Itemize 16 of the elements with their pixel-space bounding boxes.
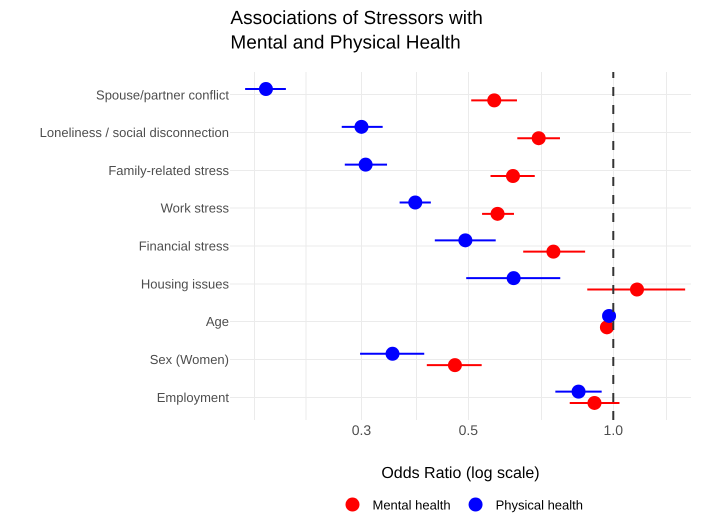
y-tick-label: Sex (Women) — [150, 352, 229, 368]
y-tick-label: Work stress — [160, 200, 230, 216]
y-tick-label: Spouse/partner conflict — [96, 87, 230, 102]
x-tick-label: 0.5 — [458, 422, 478, 438]
y-tick-label: Housing issues — [140, 276, 230, 292]
y-tick-label: Employment — [156, 390, 230, 405]
y-tick-label: Age — [206, 314, 229, 330]
y-tick-label: Financial stress — [138, 238, 230, 254]
x-tick-label: 1.0 — [604, 422, 624, 438]
legend-label: Mental health — [372, 498, 451, 513]
x-tick-label: 0.3 — [352, 422, 372, 438]
y-tick-label: Loneliness / social disconnection — [40, 125, 229, 140]
x-axis-title: Odds Ratio (log scale) — [381, 465, 540, 482]
y-tick-label: Family-related stress — [108, 162, 230, 178]
chart-title: Associations of Stressors with Mental and Physical Health — [230, 8, 483, 54]
legend-label: Physical health — [496, 498, 584, 513]
